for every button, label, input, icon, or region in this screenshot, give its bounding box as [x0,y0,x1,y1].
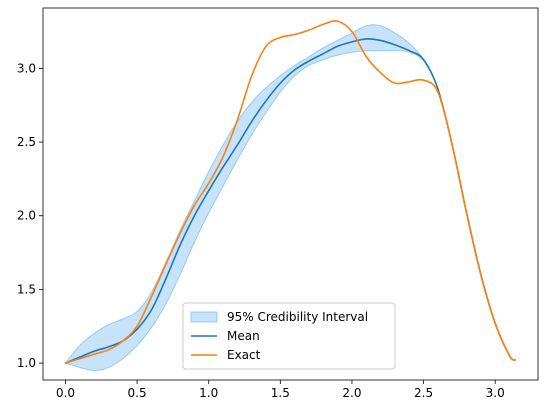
y-tick-label: 3.0 [17,61,36,75]
y-tick-label: 2.5 [17,135,36,149]
legend-label-exact: Exact [227,348,261,362]
legend: 95% Credibility Interval Mean Exact [182,302,396,370]
y-axis: 1.0 1.5 2.0 2.5 3.0 [17,61,43,370]
legend-label-mean: Mean [227,329,260,343]
x-tick-label: 1.0 [199,386,218,400]
legend-swatch-band [190,311,218,323]
x-tick-label: 0.0 [56,386,75,400]
exact-line [64,20,517,364]
y-tick-label: 2.0 [17,209,36,223]
x-axis: 0.0 0.5 1.0 1.5 2.0 2.5 3.0 [56,380,505,400]
x-tick-label: 3.0 [486,386,505,400]
series-layer [64,20,517,364]
y-tick-label: 1.0 [17,356,36,370]
legend-label-band: 95% Credibility Interval [227,310,368,324]
x-tick-label: 0.5 [128,386,147,400]
x-tick-label: 2.5 [414,386,433,400]
legend-box [182,302,396,370]
x-tick-label: 1.5 [271,386,290,400]
plot-frame [42,7,539,381]
y-tick-label: 1.5 [17,282,36,296]
x-tick-label: 2.0 [342,386,361,400]
